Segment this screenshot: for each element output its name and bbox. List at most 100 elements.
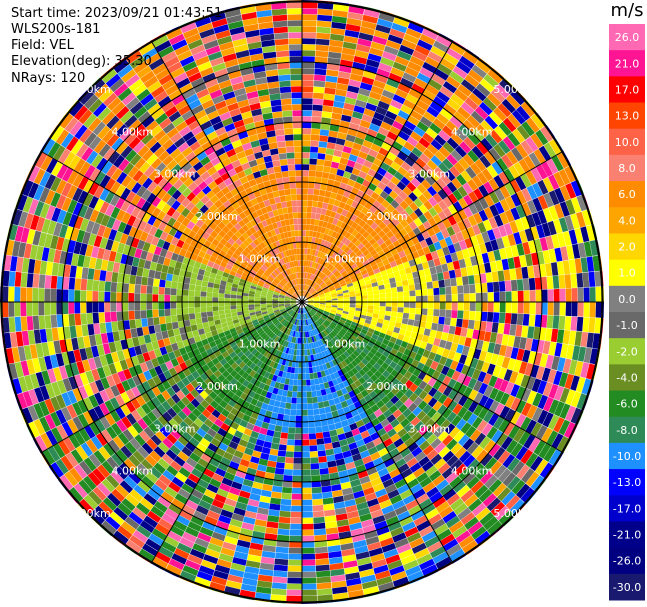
range-gate <box>370 41 386 51</box>
range-gate <box>44 275 52 289</box>
range-gate <box>235 49 250 59</box>
range-gate <box>422 28 439 40</box>
range-gate <box>282 250 288 258</box>
range-gate <box>348 79 361 88</box>
range-gate <box>158 45 174 58</box>
range-gate <box>122 302 129 312</box>
range-gate <box>128 310 135 320</box>
range-gate <box>532 197 543 212</box>
range-gate <box>332 245 338 252</box>
range-gate <box>472 88 487 102</box>
range-gate <box>276 177 284 185</box>
range-gate <box>308 170 316 177</box>
range-gate <box>325 521 338 529</box>
range-gate <box>188 302 195 308</box>
range-gate <box>429 101 443 113</box>
range-gate <box>230 305 237 310</box>
range-gate <box>215 147 226 157</box>
range-gate <box>209 89 223 100</box>
range-gate <box>278 522 290 530</box>
range-gate <box>488 178 500 191</box>
range-gate <box>315 384 321 391</box>
range-gate <box>262 255 268 262</box>
range-gate <box>554 187 565 204</box>
range-gate <box>377 204 387 213</box>
range-gate <box>292 279 296 286</box>
range-gate <box>331 298 338 301</box>
range-gate <box>571 288 578 302</box>
range-gate <box>344 239 351 246</box>
range-gate <box>320 283 326 288</box>
range-gate <box>286 200 292 208</box>
range-gate <box>522 241 531 255</box>
range-gate <box>292 242 297 249</box>
range-gate <box>201 99 215 110</box>
range-gate <box>208 180 218 190</box>
range-gate <box>528 277 536 291</box>
range-gate <box>333 270 340 276</box>
range-gate <box>110 282 117 292</box>
range-gate <box>302 373 306 380</box>
range-gate <box>229 26 245 36</box>
range-gate <box>426 106 440 118</box>
range-gate <box>302 110 312 117</box>
range-gate <box>400 77 414 89</box>
range-gate <box>562 260 571 275</box>
range-gate <box>224 289 231 295</box>
range-gate <box>125 97 140 110</box>
range-gate <box>437 63 453 76</box>
range-gate <box>297 391 302 398</box>
range-gate <box>303 266 306 273</box>
range-gate <box>446 154 458 166</box>
range-gate <box>450 93 465 107</box>
range-gate <box>319 298 326 301</box>
range-gate <box>177 142 190 153</box>
range-gate <box>431 73 446 86</box>
range-gate <box>109 78 125 93</box>
range-gate <box>247 244 254 251</box>
range-gate <box>319 129 330 137</box>
range-gate <box>367 298 374 302</box>
range-gate <box>334 285 341 290</box>
range-gate <box>316 438 325 445</box>
range-gate <box>179 126 191 137</box>
range-gate <box>364 263 372 270</box>
range-gate <box>275 247 280 254</box>
range-gate <box>214 176 224 186</box>
range-gate <box>559 288 566 302</box>
range-gate <box>404 206 414 216</box>
range-gate <box>194 296 201 302</box>
range-gate <box>316 244 321 251</box>
range-gate <box>278 153 287 160</box>
range-gate <box>270 497 281 505</box>
range-gate <box>540 126 554 142</box>
range-gate <box>536 164 548 180</box>
range-gate <box>278 214 285 221</box>
range-gate <box>503 222 513 236</box>
range-gate <box>279 195 286 203</box>
range-gate <box>360 256 368 263</box>
range-gate <box>355 250 363 257</box>
range-gate <box>343 171 352 179</box>
range-gate <box>307 260 311 267</box>
range-gate <box>326 222 332 230</box>
range-gate <box>286 146 295 153</box>
range-gate <box>397 263 405 271</box>
range-gate <box>347 85 360 94</box>
range-gate <box>302 20 317 27</box>
range-gate <box>361 76 375 86</box>
range-gate <box>302 445 310 452</box>
range-gate <box>147 317 154 327</box>
range-gate <box>330 258 336 265</box>
range-gate <box>525 136 539 152</box>
range-gate <box>377 280 384 286</box>
range-gate <box>251 248 258 256</box>
range-gate <box>589 287 596 302</box>
range-gate <box>305 224 311 231</box>
range-gate <box>122 283 129 293</box>
range-gate <box>298 224 302 231</box>
range-gate <box>270 216 276 224</box>
range-gate <box>343 203 351 212</box>
range-gate <box>403 141 415 152</box>
range-gate <box>32 287 39 302</box>
